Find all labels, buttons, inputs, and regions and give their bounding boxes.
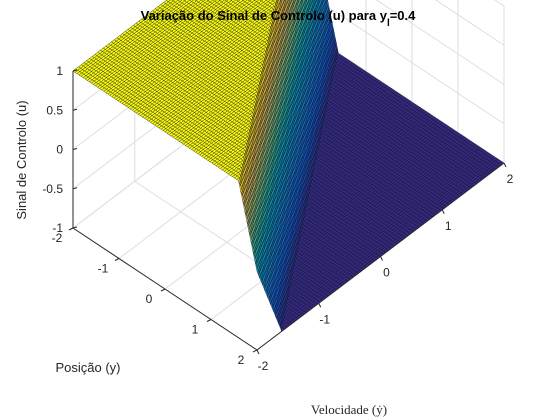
grid-wall-z-right-3 (434, 0, 505, 46)
grid-wall-z-right-2 (375, 0, 505, 85)
surface (72, 0, 505, 332)
grid-wall-z-right-1 (319, 1, 505, 125)
